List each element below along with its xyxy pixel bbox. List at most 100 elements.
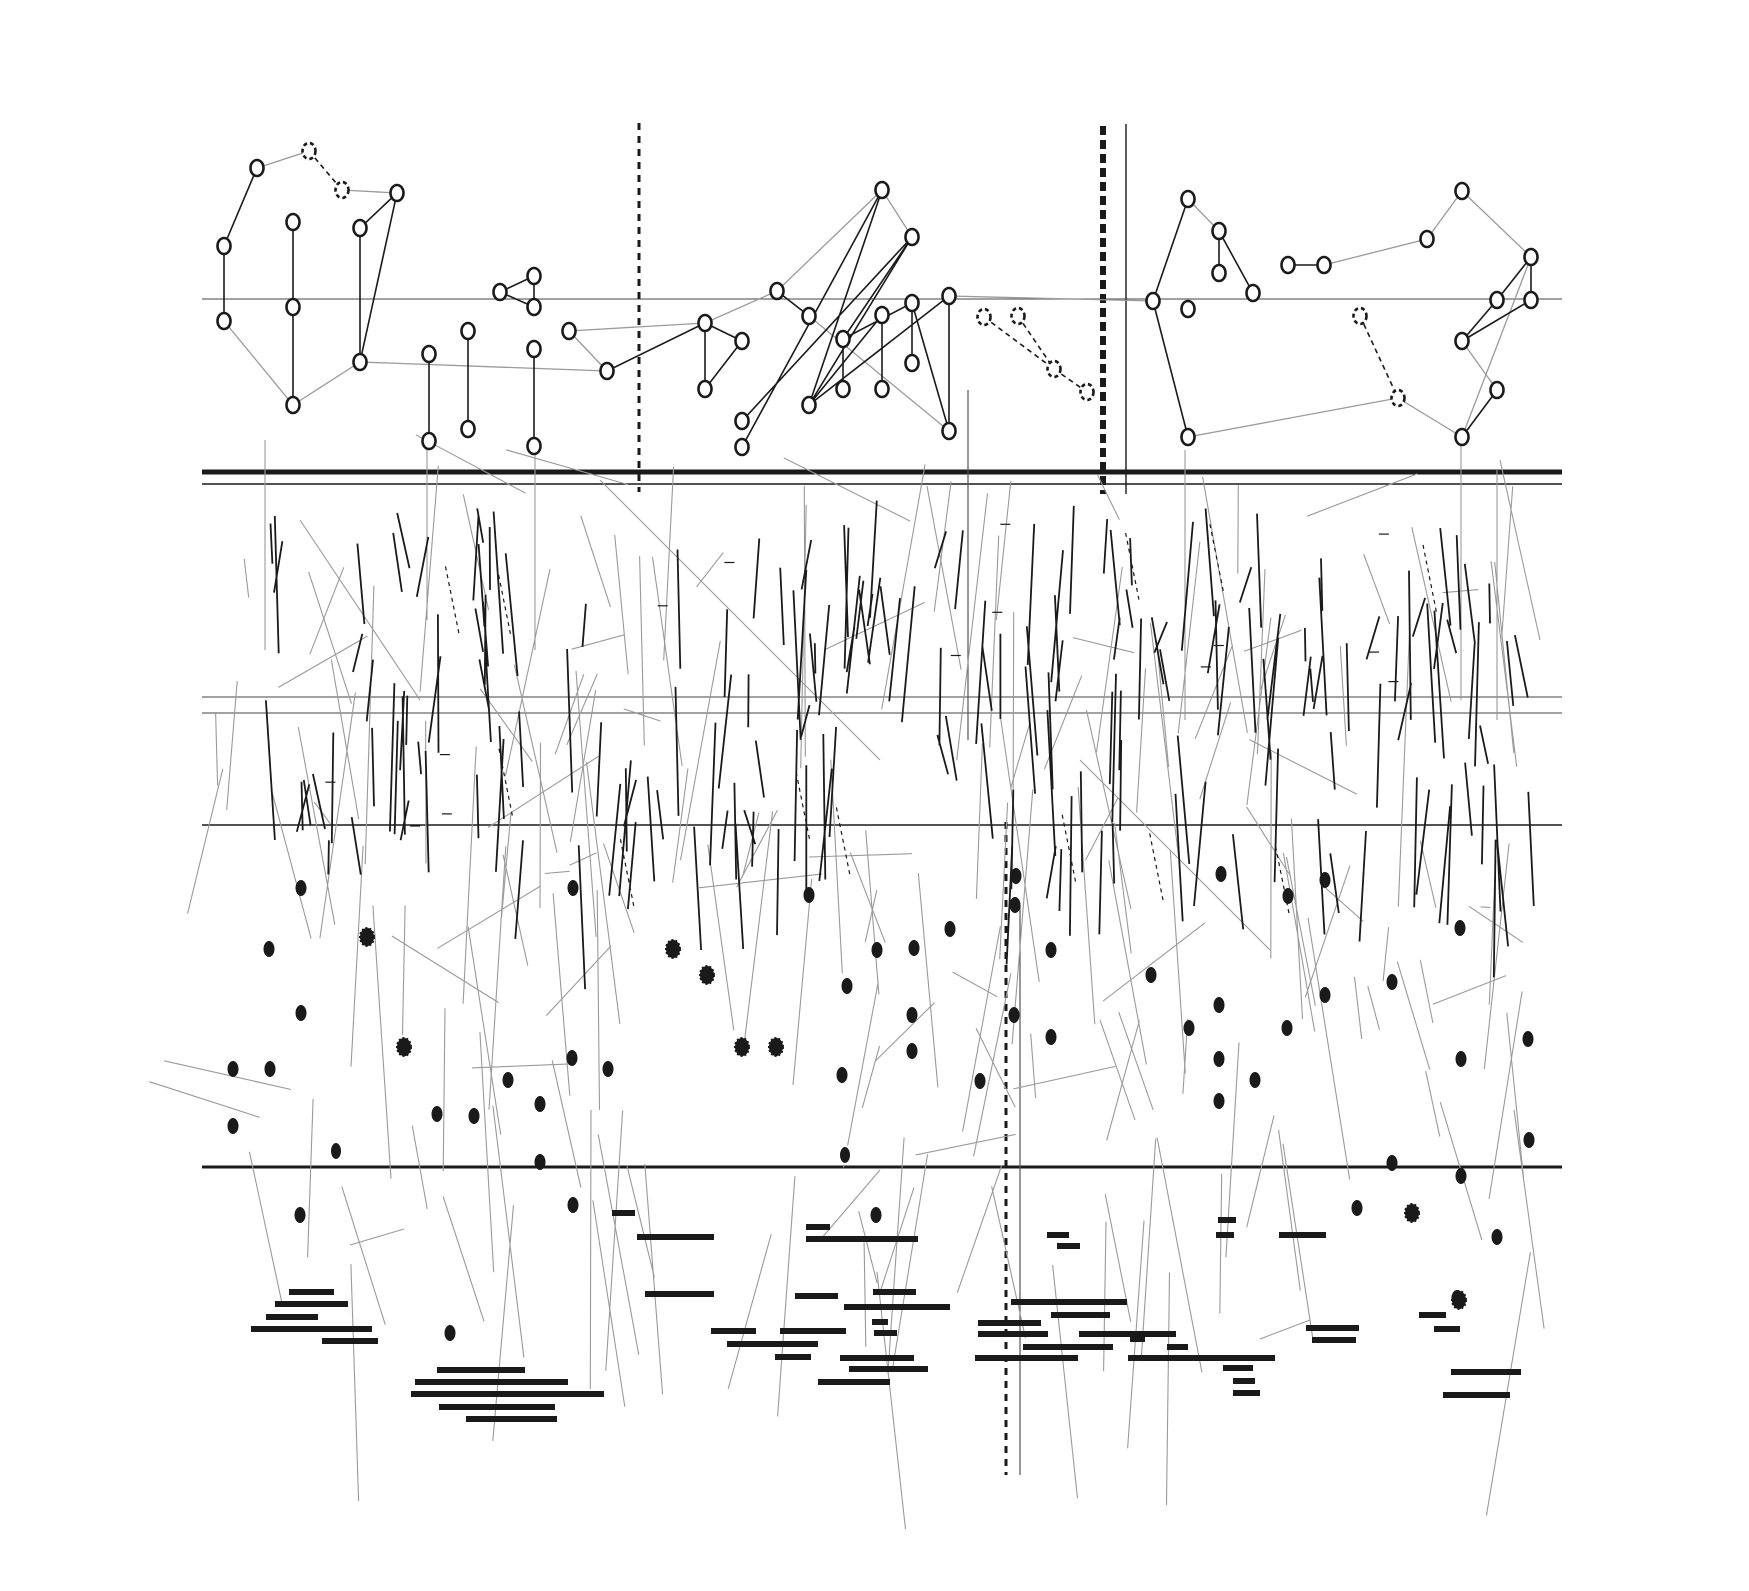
- dark-stroke: [1438, 806, 1451, 924]
- dark-stroke: [1413, 777, 1418, 908]
- grey-stroke: [1278, 1130, 1301, 1291]
- grey-stroke: [226, 681, 238, 810]
- grey-stroke: [605, 1110, 624, 1371]
- dark-stroke: [476, 774, 480, 839]
- grey-stroke: [792, 878, 813, 1085]
- dot: [1213, 997, 1225, 1013]
- dot: [871, 942, 883, 958]
- network-node: [874, 305, 890, 325]
- grey-stroke: [1307, 917, 1351, 1180]
- dot: [1455, 1168, 1467, 1184]
- dark-stroke: [312, 773, 326, 830]
- dot: [567, 880, 579, 896]
- dark-stroke: [300, 781, 304, 831]
- dark-stroke: [399, 800, 410, 841]
- grey-diagonal: [864, 889, 878, 943]
- dark-stroke: [1118, 690, 1122, 771]
- grey-diagonal: [278, 635, 368, 688]
- dot: [906, 1007, 918, 1023]
- grey-stroke: [1011, 789, 1034, 1045]
- dark-stroke: [581, 603, 587, 647]
- dark-stroke: [1309, 668, 1314, 702]
- network-edge: [808, 295, 950, 406]
- network-node: [1523, 247, 1539, 267]
- network-node: [1489, 380, 1505, 400]
- grey-stroke: [1282, 853, 1316, 1032]
- grey-stroke: [614, 534, 629, 674]
- network-node: [801, 395, 817, 415]
- dark-stroke: [393, 720, 399, 835]
- grey-stroke: [672, 768, 689, 883]
- network-node: [526, 266, 542, 286]
- dot: [1008, 1007, 1020, 1023]
- dark-stroke: [623, 779, 637, 827]
- network-edge: [1496, 256, 1532, 301]
- grey-stroke: [585, 761, 621, 1025]
- dark-stroke: [822, 733, 827, 880]
- network-edge-grey: [359, 361, 608, 372]
- dark-stroke: [1408, 570, 1412, 720]
- dark-stroke: [843, 525, 849, 638]
- dark-stroke: [1439, 528, 1452, 626]
- dot: [468, 1108, 480, 1124]
- dark-stroke: [793, 729, 798, 862]
- network-edge: [223, 167, 258, 247]
- dashed-stroke: [835, 807, 851, 878]
- dark-stroke: [1446, 784, 1453, 925]
- grey-diagonal: [299, 519, 421, 701]
- grey-stroke: [488, 846, 507, 1110]
- dot: [1491, 1229, 1503, 1245]
- grey-stroke: [1290, 818, 1304, 1020]
- grey-stroke: [1485, 1252, 1531, 1516]
- grey-diagonal: [1249, 739, 1358, 795]
- network-edge: [1152, 198, 1189, 302]
- dark-stroke: [1176, 735, 1191, 864]
- grey-stroke: [592, 1200, 626, 1407]
- dark-stroke: [879, 586, 891, 655]
- grey-stroke: [1246, 1115, 1275, 1228]
- grey-stroke: [1256, 568, 1266, 755]
- dot: [567, 1197, 579, 1213]
- grey-diagonal: [1013, 1065, 1116, 1090]
- grey-stroke: [995, 481, 1012, 621]
- dark-stroke: [1527, 791, 1535, 906]
- grey-stroke: [419, 465, 439, 692]
- grey-stroke: [1114, 822, 1132, 954]
- dark-stroke: [1050, 550, 1064, 683]
- grey-stroke: [551, 1060, 582, 1188]
- network-node: [801, 306, 817, 326]
- grey-stroke: [1246, 806, 1292, 877]
- dark-stroke: [867, 577, 882, 663]
- dot: [1183, 1020, 1195, 1036]
- grey-diagonal: [1259, 1319, 1311, 1340]
- network-node: [1211, 221, 1227, 241]
- dark-stroke: [751, 811, 755, 867]
- network-edge: [842, 236, 913, 340]
- dark-stroke: [295, 784, 311, 833]
- grey-stroke: [777, 1176, 796, 1417]
- dark-stroke: [484, 650, 492, 743]
- dark-stroke: [474, 608, 484, 652]
- dark-stroke: [845, 627, 856, 673]
- dark-stroke: [1426, 603, 1437, 743]
- grey-stroke: [973, 973, 1012, 1157]
- dashed-stroke: [1422, 544, 1438, 616]
- grey-stroke: [539, 742, 542, 909]
- network-node: [1280, 255, 1296, 275]
- dark-stroke: [273, 541, 284, 593]
- grey-stroke: [566, 673, 598, 746]
- network-node: [421, 344, 437, 364]
- grey-diagonal: [808, 853, 913, 858]
- network-node: [216, 236, 232, 256]
- dark-stroke: [1159, 649, 1171, 702]
- grey-stroke: [319, 692, 356, 939]
- network-node: [1245, 283, 1261, 303]
- dot: [444, 1325, 456, 1341]
- dark-stroke: [1345, 643, 1350, 732]
- grey-stroke: [1397, 635, 1410, 907]
- grey-stroke: [411, 1125, 428, 1209]
- dark-stroke: [676, 549, 682, 669]
- dot: [803, 887, 815, 903]
- grey-stroke: [736, 809, 778, 888]
